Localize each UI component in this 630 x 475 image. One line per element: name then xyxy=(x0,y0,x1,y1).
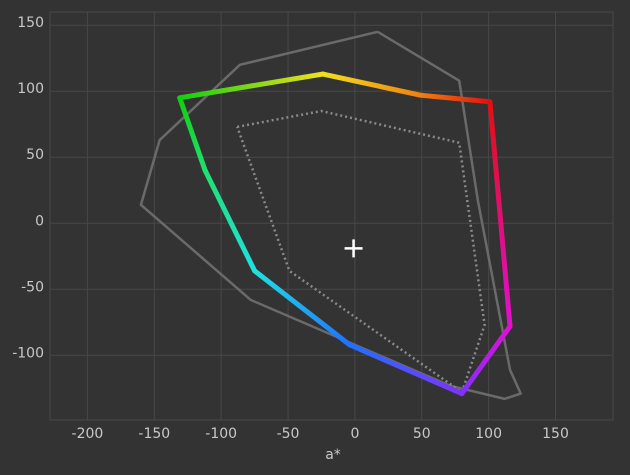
x-tick-label: -200 xyxy=(72,426,104,442)
y-tick-label: -100 xyxy=(12,345,44,361)
x-tick-label: -100 xyxy=(205,426,237,442)
x-tick-label: -50 xyxy=(277,426,300,442)
spectral-locus xyxy=(139,30,522,401)
x-axis-label: a* xyxy=(325,447,341,463)
gamut-edge xyxy=(177,71,326,101)
x-tick-label: -150 xyxy=(138,426,170,442)
white-point xyxy=(344,239,363,258)
y-tick-label: 50 xyxy=(26,147,44,163)
plot-area xyxy=(49,11,614,421)
gamut-edge xyxy=(347,342,465,397)
y-tick-label: 100 xyxy=(17,81,44,97)
y-tick-label: -50 xyxy=(21,279,44,295)
gamut-edge xyxy=(487,99,513,329)
gamut-edge xyxy=(177,95,208,173)
x-tick-label: 0 xyxy=(350,426,359,442)
y-tick-label: 150 xyxy=(17,15,44,31)
reference-gamut xyxy=(236,109,486,394)
x-tick-label: 100 xyxy=(475,426,502,442)
gamut-edge xyxy=(252,268,353,348)
gamut-edge xyxy=(417,92,493,105)
x-tick-label: 150 xyxy=(542,426,569,442)
x-tick-label: 50 xyxy=(413,426,431,442)
gamut-edge xyxy=(320,71,423,98)
y-tick-label: 0 xyxy=(35,213,44,229)
gamut-edge xyxy=(459,323,513,397)
gamut-edge xyxy=(202,167,258,274)
